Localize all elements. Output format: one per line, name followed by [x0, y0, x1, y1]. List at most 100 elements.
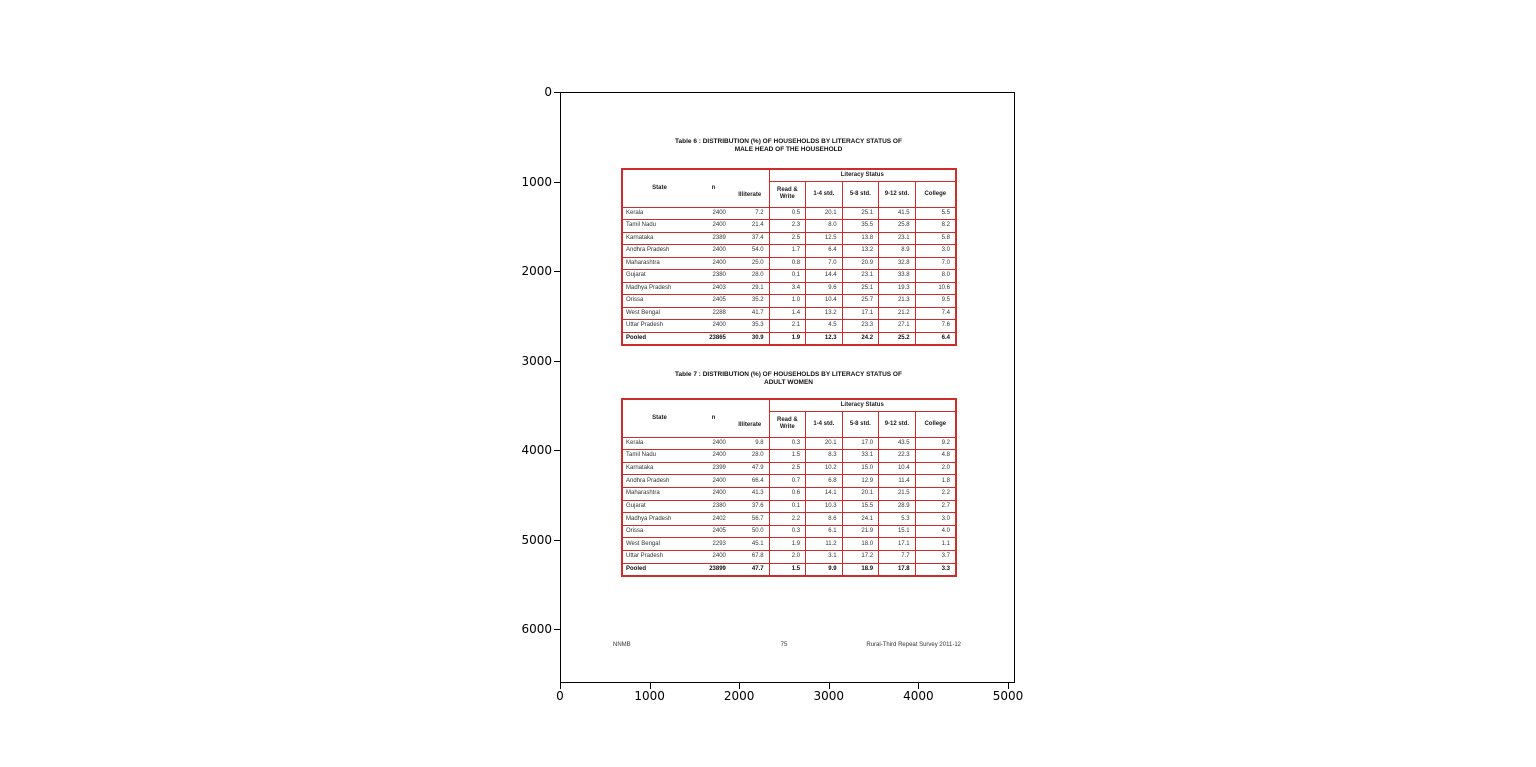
- cell-college: 10.6: [914, 282, 955, 295]
- cell-state: Andhra Pradesh: [626, 247, 670, 254]
- cell-state: West Bengal: [626, 540, 660, 547]
- cell-illiterate: 28.0: [751, 452, 764, 459]
- cell-college: 8.2: [914, 219, 955, 233]
- x-tick-mark: [649, 683, 651, 689]
- cell-std-9-12: 43.5: [878, 437, 916, 450]
- cell-std-9-12: 41.5: [878, 207, 916, 220]
- cell-std-5-8: 13.2: [841, 244, 879, 258]
- y-tick-label: 0: [544, 85, 552, 99]
- plot-area: Table 6 : DISTRIBUTION (%) OF HOUSEHOLDS…: [560, 92, 1015, 683]
- cell-state: Madhya Pradesh: [626, 515, 672, 522]
- cell-illiterate: 35.3: [751, 322, 764, 329]
- cell-n: 2400: [712, 490, 726, 497]
- cell-college: 9.2: [914, 437, 955, 450]
- cell-std-9-12: 21.5: [878, 487, 916, 501]
- col-header-illiterate: Illiterate: [738, 421, 762, 428]
- cell-illiterate: 41.3: [751, 490, 764, 497]
- table-row: Andhra Pradesh 2400 66.4 0.7 6.8 12.9 11.4 1.8: [623, 474, 955, 488]
- cell-std-5-8: 17.2: [841, 550, 879, 564]
- cell-state: Kerala: [626, 439, 644, 446]
- cell-state: Maharashtra: [626, 490, 660, 497]
- cell-std-5-8: 25.1: [841, 282, 879, 295]
- cell-college: 2.0: [914, 462, 955, 475]
- cell-illiterate: 28.0: [751, 272, 764, 279]
- cell-state: Tamil Nadu: [626, 452, 657, 459]
- group-header-literacy-status: Literacy Status: [768, 400, 955, 412]
- cell-std-5-8: 24.1: [841, 512, 879, 526]
- cell-std-9-12: 33.8: [878, 269, 916, 283]
- y-tick-label: 5000: [521, 532, 552, 547]
- cell-college: 4.0: [914, 525, 955, 538]
- cell-std-5-8: 20.1: [841, 487, 879, 501]
- table6: State n Illiterate Literacy Status Read & Wr…: [621, 168, 957, 346]
- y-tick-mark: [554, 539, 560, 541]
- cell-read-write: 0.8: [768, 257, 806, 270]
- y-tick-mark: [554, 450, 560, 451]
- cell-college: 3.3: [914, 563, 955, 575]
- cell-illiterate: 29.1: [751, 284, 764, 291]
- cell-college: 3.0: [914, 512, 955, 526]
- literacy-table: State n Illiterate Literacy Status Read & Wr…: [623, 170, 955, 344]
- table-row: Karnataka 2389 37.4 2.5 12.5 13.8 23.1 5.8: [623, 232, 955, 245]
- cell-state: Uttar Pradesh: [626, 553, 664, 560]
- cell-college: 1.8: [914, 474, 955, 488]
- cell-std-1-4: 14.1: [805, 487, 843, 501]
- group-header-literacy-status: Literacy Status: [768, 170, 955, 182]
- col-header-std-5-8: 5-8 std.: [841, 181, 879, 207]
- cell-state: Madhya Pradesh: [626, 284, 672, 291]
- cell-read-write: 1.5: [768, 449, 806, 463]
- cell-state: Gujarat: [626, 272, 646, 279]
- cell-read-write: 0.3: [768, 437, 806, 450]
- cell-std-9-12: 17.8: [878, 563, 916, 575]
- cell-college: 1.1: [914, 537, 955, 551]
- x-tick-mark: [1008, 683, 1009, 689]
- cell-std-5-8: 25.7: [841, 294, 879, 308]
- cell-std-5-8: 24.2: [841, 332, 879, 344]
- cell-read-write: 2.5: [768, 462, 806, 475]
- cell-read-write: 0.5: [768, 207, 806, 220]
- cell-std-1-4: 10.2: [805, 462, 843, 475]
- table6-title-line1: Table 6 : DISTRIBUTION (%) OF HOUSEHOLDS…: [675, 138, 902, 145]
- cell-state: Orissa: [626, 528, 644, 535]
- cell-read-write: 1.0: [768, 294, 806, 308]
- footer-survey: Rural-Third Repeat Survey 2011-12: [866, 642, 961, 648]
- cell-std-1-4: 11.2: [805, 537, 843, 551]
- y-tick-mark: [554, 629, 560, 630]
- table-row: Andhra Pradesh 2400 54.0 1.7 6.4 13.2 8.9 3.0: [623, 244, 955, 258]
- cell-std-9-12: 25.8: [878, 219, 916, 233]
- table7-title: Table 7 : DISTRIBUTION (%) OF HOUSEHOLDS…: [561, 371, 1016, 387]
- footer-page-number: 75: [780, 642, 788, 648]
- x-tick-label: 1000: [634, 689, 665, 703]
- cell-std-5-8: 17.1: [841, 307, 879, 320]
- pooled-row: Pooled 23865 30.9 1.9 12.3 24.2 25.2 6.4: [623, 332, 955, 344]
- cell-illiterate: 54.0: [751, 247, 764, 254]
- table6-title-line2: MALE HEAD OF THE HOUSEHOLD: [734, 146, 843, 153]
- cell-n: 2400: [712, 247, 726, 254]
- cell-illiterate: 21.4: [751, 222, 764, 229]
- table-row: Uttar Pradesh 2400 67.8 2.0 3.1 17.2 7.7 3.7: [623, 550, 955, 564]
- cell-std-9-12: 5.3: [878, 512, 916, 526]
- cell-std-9-12: 10.4: [878, 462, 916, 475]
- x-tick-label: 3000: [813, 689, 845, 703]
- cell-illiterate: 66.4: [751, 477, 764, 484]
- cell-std-5-8: 17.0: [841, 437, 879, 450]
- cell-n: 2400: [712, 477, 726, 484]
- cell-std-9-12: 25.2: [878, 332, 916, 344]
- col-header-illiterate: Illiterate: [738, 191, 762, 198]
- cell-std-1-4: 6.4: [805, 244, 843, 258]
- cell-read-write: 1.4: [768, 307, 806, 320]
- cell-n: 2400: [712, 553, 726, 560]
- cell-illiterate: 37.6: [751, 502, 764, 509]
- cell-read-write: 1.9: [768, 332, 806, 344]
- cell-std-9-12: 17.1: [878, 537, 916, 551]
- cell-std-1-4: 8.6: [805, 512, 843, 526]
- cell-std-9-12: 21.3: [878, 294, 916, 308]
- cell-college: 7.6: [914, 319, 955, 333]
- cell-college: 3.7: [914, 550, 955, 564]
- col-header-n: n: [711, 414, 716, 421]
- cell-std-9-12: 21.2: [878, 307, 916, 320]
- cell-illiterate: 50.0: [751, 528, 764, 535]
- col-header-read-write: Read & Write: [768, 181, 806, 207]
- table-row: Madhya Pradesh 2403 29.1 3.4 9.6 25.1 19.3 10.6: [623, 282, 955, 295]
- x-tick-mark: [918, 683, 920, 689]
